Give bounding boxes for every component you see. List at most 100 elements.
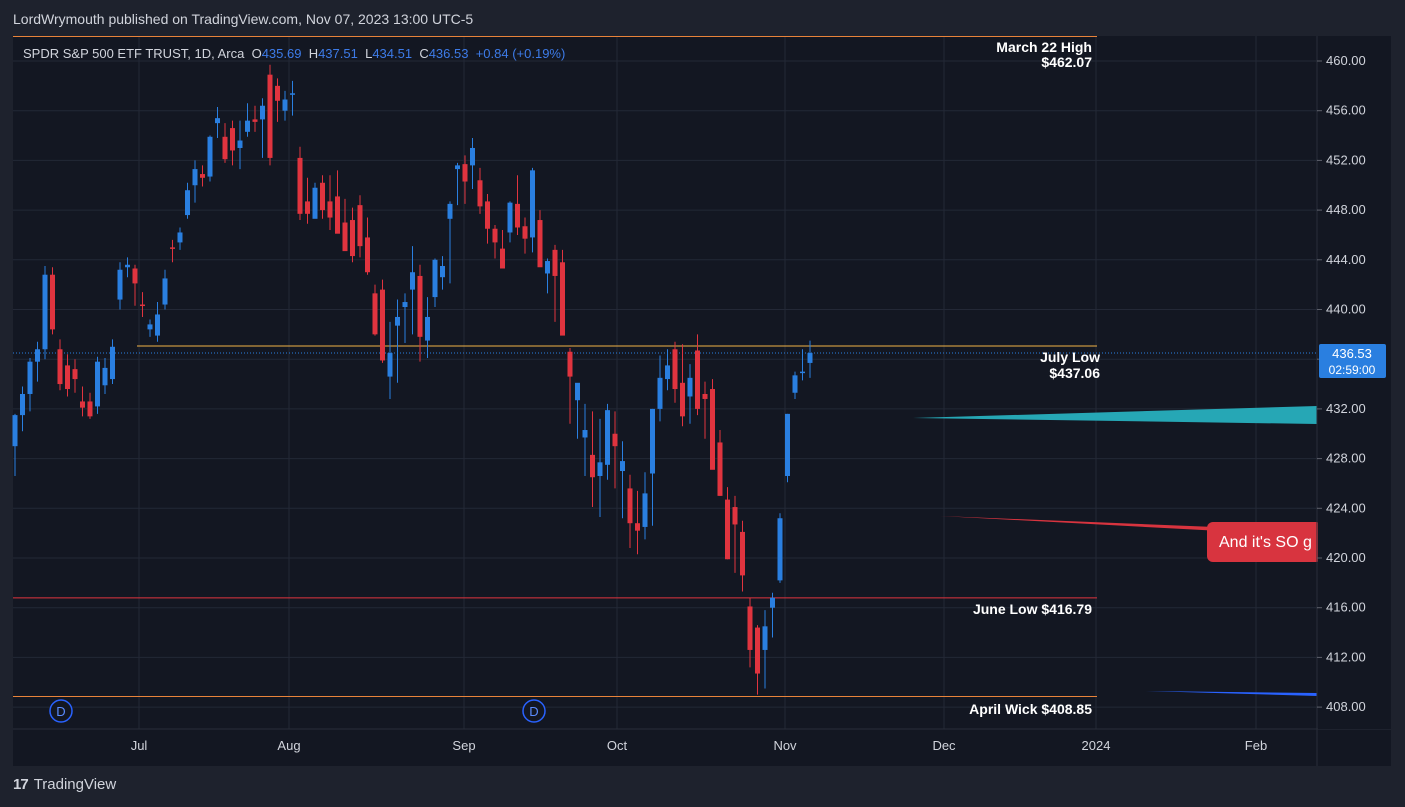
candle-body <box>155 314 160 336</box>
candle-body <box>627 488 633 524</box>
low-value: 434.51 <box>372 46 413 61</box>
y-tick-label: 432.00 <box>1326 401 1366 416</box>
y-tick-label: 448.00 <box>1326 202 1366 217</box>
candle-body <box>237 140 243 148</box>
candle-body <box>312 187 318 219</box>
x-tick-label: 2024 <box>1082 738 1111 753</box>
candle-body <box>200 174 205 178</box>
candle-body <box>770 597 775 608</box>
candle-body <box>245 120 250 132</box>
y-tick-label: 460.00 <box>1326 53 1366 68</box>
candle-body <box>582 430 588 438</box>
candle-body <box>215 118 220 124</box>
candle-body <box>785 413 790 476</box>
candle-body <box>672 349 678 390</box>
candle-body <box>185 190 190 216</box>
y-tick-label: 412.00 <box>1326 649 1366 664</box>
candle-body <box>42 274 48 350</box>
candle-body <box>222 136 228 160</box>
candle-body <box>267 74 273 158</box>
candle-body <box>477 180 483 207</box>
close-value: 436.53 <box>428 46 469 61</box>
candle-body <box>417 275 423 337</box>
candle-body <box>95 361 100 407</box>
low-label: L <box>365 46 373 61</box>
candle-body <box>515 203 520 228</box>
brand-name: TradingView <box>33 776 117 793</box>
x-tick-label: Sep <box>452 738 475 753</box>
candle-body <box>132 268 138 284</box>
label-april-wick: April Wick $408.85 <box>969 701 1092 717</box>
dividend-marker-label: D <box>529 704 538 719</box>
symbol-legend: SPDR S&P 500 ETF TRUST, 1D, Arca O435.69… <box>23 46 565 61</box>
candle-body <box>560 262 565 336</box>
candle-body <box>357 205 363 247</box>
candle-body <box>72 369 78 380</box>
candle-body <box>665 365 670 380</box>
candle-body <box>12 415 18 447</box>
candle-body <box>110 346 115 380</box>
tradingview-logo-icon: 17 <box>13 776 29 793</box>
candle-body <box>80 401 85 408</box>
candle-body <box>170 247 175 249</box>
candle-body <box>710 389 715 470</box>
callout-box <box>1207 522 1322 562</box>
candle-body <box>537 220 543 268</box>
y-tick-label: 416.00 <box>1326 600 1366 615</box>
candle-body <box>117 269 123 300</box>
dividend-marker[interactable] <box>522 699 546 723</box>
y-tick-label: 456.00 <box>1326 103 1366 118</box>
candle-body <box>260 105 265 120</box>
candle-body <box>447 203 453 219</box>
label-march-high: March 22 High <box>996 39 1092 55</box>
x-tick-label: Feb <box>1245 738 1267 753</box>
candle-body <box>642 493 648 527</box>
candle-body <box>327 201 333 218</box>
price-axis-bg <box>1318 36 1391 729</box>
candle-body <box>252 119 258 122</box>
candle-body <box>320 182 325 211</box>
candle-body <box>65 365 70 390</box>
label-july-low-value: $437.06 <box>1049 365 1100 381</box>
candle-body <box>605 410 610 465</box>
candle-body <box>687 377 693 397</box>
y-tick-label: 424.00 <box>1326 500 1366 515</box>
open-label: O <box>251 46 262 61</box>
callout-text: And it's SO g <box>1219 534 1312 551</box>
candle-body <box>612 433 618 447</box>
candle-body <box>552 249 558 276</box>
candle-body <box>432 259 438 298</box>
dividend-marker-label: D <box>56 704 65 719</box>
candle-body <box>747 606 753 650</box>
candle-body <box>717 442 723 496</box>
candle-body <box>507 202 513 233</box>
candle-body <box>305 201 310 214</box>
candle-body <box>635 523 640 531</box>
candle-body <box>20 393 25 416</box>
high-label: H <box>308 46 319 61</box>
candle-body <box>807 352 813 363</box>
candle-body <box>387 352 393 377</box>
chart-pane[interactable] <box>13 36 1391 766</box>
candle-body <box>597 462 603 476</box>
dividend-marker[interactable] <box>49 699 73 723</box>
candle-body <box>410 272 415 290</box>
candle-body <box>365 237 370 273</box>
candle-body <box>35 349 40 362</box>
candle-body <box>462 164 468 182</box>
candle-body <box>702 393 708 399</box>
candle-body <box>522 226 528 239</box>
candle-body <box>395 316 400 326</box>
candle-body <box>620 461 625 472</box>
candle-body <box>740 531 745 576</box>
label-june-low: June Low $416.79 <box>973 601 1092 617</box>
y-tick-label: 420.00 <box>1326 550 1366 565</box>
price-badge-countdown: 02:59:00 <box>1329 363 1376 377</box>
candle-body <box>162 278 168 305</box>
candle-body <box>545 261 550 274</box>
candle-body <box>147 324 153 330</box>
y-tick-label: 444.00 <box>1326 252 1366 267</box>
label-march-high-value: $462.07 <box>1041 54 1092 70</box>
candle-body <box>282 99 288 111</box>
